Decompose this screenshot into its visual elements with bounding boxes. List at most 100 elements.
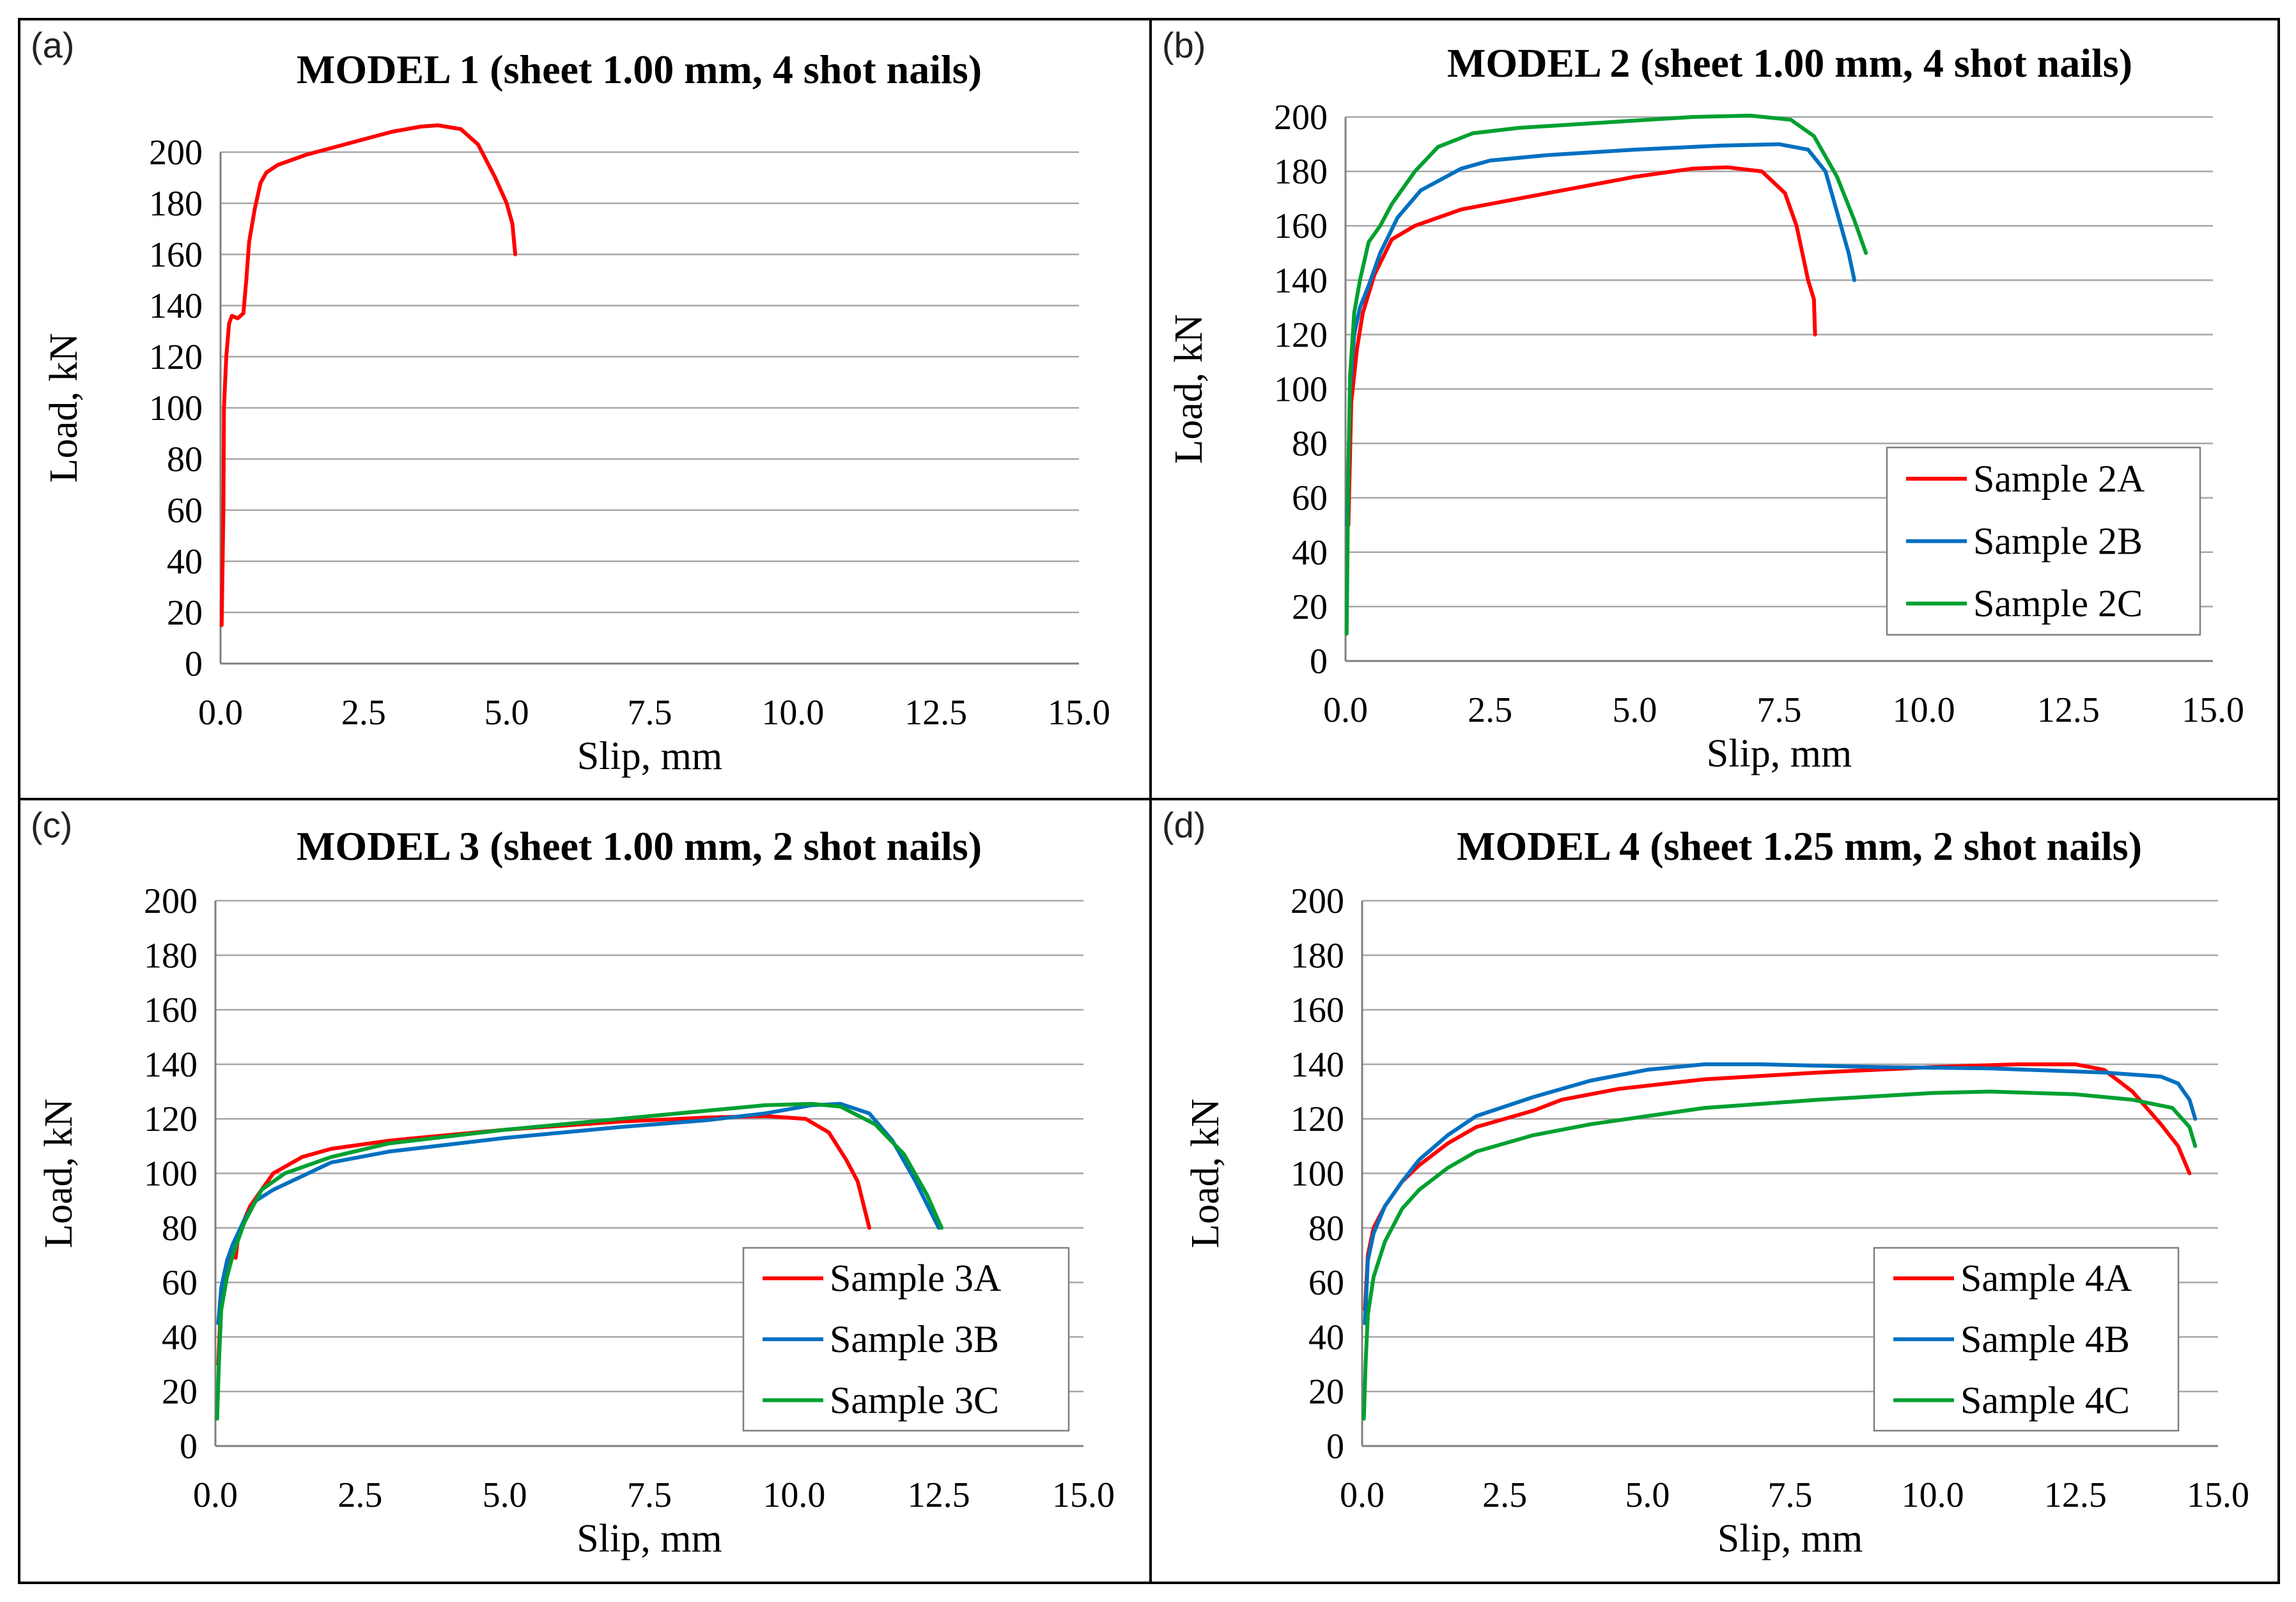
y-tick-label: 100 <box>1291 1155 1344 1194</box>
x-tick-label: 15.0 <box>2187 1475 2249 1515</box>
panel-label: (b) <box>1162 25 1206 65</box>
x-axis-title: Slip, mm <box>1718 1517 1863 1560</box>
y-tick-label: 40 <box>162 1318 198 1357</box>
y-tick-label: 80 <box>162 1209 198 1248</box>
x-tick-label: 5.0 <box>483 1475 527 1515</box>
y-tick-label: 80 <box>167 440 203 479</box>
x-tick-label: 10.0 <box>1893 690 1955 730</box>
legend-label: Sample 3C <box>830 1379 999 1421</box>
x-axis-title: Slip, mm <box>1707 732 1852 775</box>
series-line <box>219 123 518 627</box>
x-tick-label: 15.0 <box>1048 693 1110 733</box>
y-tick-label: 40 <box>167 542 203 582</box>
y-tick-label: 20 <box>162 1373 198 1412</box>
x-tick-label: 7.5 <box>1757 690 1802 730</box>
legend-label: Sample 4C <box>1960 1379 2130 1421</box>
chart-title: MODEL 2 (sheet 1.00 mm, 4 shot nails) <box>1447 40 2132 86</box>
y-axis-title: Load, kN <box>1167 314 1211 463</box>
y-tick-label: 200 <box>1291 882 1344 921</box>
panel-label: (d) <box>1162 805 1206 845</box>
y-tick-label: 180 <box>149 184 203 224</box>
y-axis-title: Load, kN <box>37 1098 81 1248</box>
legend-label: Sample 4B <box>1960 1318 2130 1360</box>
series-line-sample-3c <box>215 1101 944 1421</box>
chart-panel-2: (b) MODEL 2 (sheet 1.00 mm, 4 shot nails)… <box>1149 18 2280 800</box>
x-tick-label: 2.5 <box>341 693 386 733</box>
y-tick-label: 200 <box>1274 98 1328 137</box>
legend-label: Sample 3A <box>830 1257 1001 1300</box>
y-tick-label: 160 <box>1274 206 1328 246</box>
x-tick-label: 7.5 <box>628 693 672 733</box>
y-tick-label: 0 <box>1310 642 1328 681</box>
y-tick-label: 20 <box>1308 1373 1344 1412</box>
y-tick-label: 120 <box>149 338 203 377</box>
x-tick-label: 2.5 <box>337 1475 382 1515</box>
chart-panel-4: (d) MODEL 4 (sheet 1.25 mm, 2 shot nails)… <box>1149 798 2280 1584</box>
y-tick-label: 40 <box>1292 533 1328 573</box>
y-tick-label: 140 <box>149 286 203 326</box>
chart-title: MODEL 4 (sheet 1.25 mm, 2 shot nails) <box>1457 823 2142 869</box>
chart-title: MODEL 3 (sheet 1.00 mm, 2 shot nails) <box>297 823 982 869</box>
chart-panel-1: (a) MODEL 1 (sheet 1.00 mm, 4 shot nails)… <box>18 18 1152 800</box>
x-axis-title: Slip, mm <box>577 1517 722 1560</box>
y-tick-label: 120 <box>1291 1100 1344 1139</box>
y-tick-label: 20 <box>167 593 203 633</box>
series-line-sample-2b <box>1345 142 1857 527</box>
legend-label: Sample 2C <box>1973 582 2143 625</box>
chart-title: MODEL 1 (sheet 1.00 mm, 4 shot nails) <box>297 47 982 92</box>
x-tick-label: 12.5 <box>2037 690 2100 730</box>
x-tick-label: 12.5 <box>904 693 967 733</box>
x-tick-label: 0.0 <box>193 1475 238 1515</box>
x-tick-label: 10.0 <box>761 693 824 733</box>
panel-label: (a) <box>31 25 74 65</box>
y-tick-label: 180 <box>144 936 198 976</box>
x-tick-label: 12.5 <box>908 1475 970 1515</box>
series-line-sample-4c <box>1361 1089 2198 1421</box>
x-tick-label: 5.0 <box>485 693 529 733</box>
y-tick-label: 100 <box>149 389 203 428</box>
y-tick-label: 200 <box>144 882 198 921</box>
y-tick-label: 160 <box>1291 991 1344 1030</box>
x-axis-title: Slip, mm <box>577 735 722 778</box>
y-tick-label: 140 <box>144 1045 198 1085</box>
y-tick-label: 160 <box>144 991 198 1030</box>
y-tick-label: 0 <box>1326 1427 1344 1466</box>
x-tick-label: 5.0 <box>1612 690 1657 730</box>
x-tick-label: 12.5 <box>2044 1475 2107 1515</box>
legend-label: Sample 2B <box>1973 520 2143 563</box>
y-tick-label: 40 <box>1308 1318 1344 1357</box>
y-tick-label: 120 <box>1274 315 1328 355</box>
y-tick-label: 0 <box>185 644 203 684</box>
x-tick-label: 0.0 <box>1340 1475 1385 1515</box>
y-tick-label: 180 <box>1291 936 1344 976</box>
y-axis-title: Load, kN <box>1184 1098 1227 1248</box>
y-tick-label: 140 <box>1274 261 1328 300</box>
y-tick-label: 60 <box>167 491 203 531</box>
y-tick-label: 0 <box>180 1427 198 1466</box>
chart-panel-3: (c) MODEL 3 (sheet 1.00 mm, 2 shot nails)… <box>18 798 1152 1584</box>
x-tick-label: 0.0 <box>198 693 243 733</box>
y-tick-label: 100 <box>144 1155 198 1194</box>
series-line-sample-2c <box>1344 113 1868 636</box>
x-tick-label: 10.0 <box>763 1475 825 1515</box>
panel-label: (c) <box>31 805 72 845</box>
series-line-sample-2a <box>1346 165 1817 527</box>
y-tick-label: 200 <box>149 133 203 173</box>
y-axis-title: Load, kN <box>42 333 86 483</box>
y-tick-label: 80 <box>1308 1209 1344 1248</box>
panel-border <box>1149 798 2280 1584</box>
x-tick-label: 7.5 <box>627 1475 672 1515</box>
x-tick-label: 15.0 <box>2182 690 2244 730</box>
legend-label: Sample 4A <box>1960 1257 2132 1300</box>
legend-label: Sample 3B <box>830 1318 999 1360</box>
legend-label: Sample 2A <box>1973 458 2145 500</box>
x-tick-label: 2.5 <box>1482 1475 1527 1515</box>
series-line-sample-3b <box>216 1101 941 1326</box>
y-tick-label: 160 <box>149 235 203 275</box>
y-tick-label: 100 <box>1274 370 1328 410</box>
x-tick-label: 5.0 <box>1625 1475 1670 1515</box>
y-tick-label: 80 <box>1292 424 1328 464</box>
y-tick-label: 60 <box>1292 479 1328 518</box>
y-tick-label: 60 <box>1308 1263 1344 1303</box>
